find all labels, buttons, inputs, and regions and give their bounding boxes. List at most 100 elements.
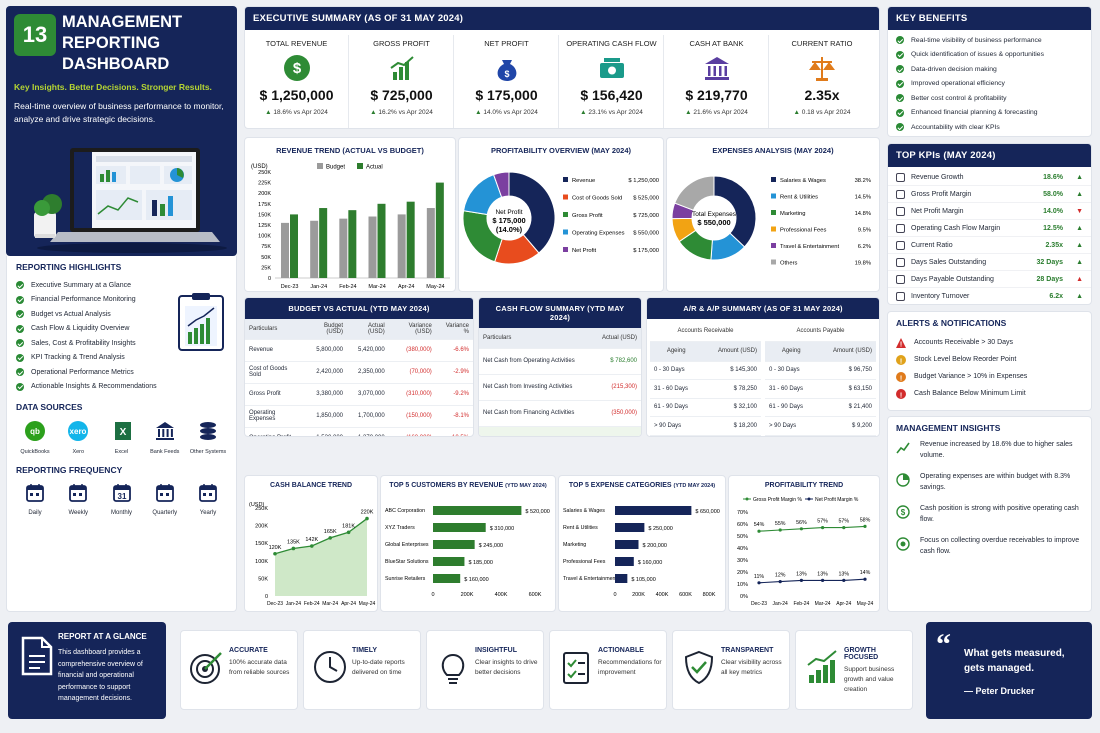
revenue-trend-card: REVENUE TREND (ACTUAL VS BUDGET) (USD) Bu… <box>244 137 456 292</box>
top-kpi-name: Current Ratio <box>911 241 953 249</box>
target-icon <box>190 652 222 684</box>
donut-slice <box>492 171 510 198</box>
check-icon <box>16 339 24 348</box>
accounts-receivable-table: Accounts Receivable Ageing Amount (USD) 0 -… <box>650 321 761 436</box>
legend-label: Net Profit Margin % <box>815 497 859 503</box>
legend-label: Cost of Goods Sold <box>572 196 622 202</box>
data-label: $ 310,000 <box>490 526 514 532</box>
alert-item[interactable]: ! Accounts Receivable > 30 Days <box>896 334 1083 351</box>
dashboard-description: Real-time overview of business performan… <box>14 101 224 124</box>
legend-label: Operating Expenses <box>572 231 625 237</box>
data-source-label: QuickBooks <box>20 449 50 455</box>
alert-text: Accounts Receivable > 30 Days <box>914 339 1014 346</box>
alert-text: Cash Balance Below Minimum Limit <box>914 390 1026 397</box>
table-row: Net Cash from Investing Activities (215,3… <box>479 374 641 401</box>
table-row: 31 - 60 Days $ 78,250 <box>650 379 761 399</box>
kpi-change: ▲ 23.1% vs Apr 2024 <box>560 109 663 116</box>
table-cell: 31 - 60 Days <box>650 379 703 399</box>
table-cell: $ 18,200 <box>702 416 761 436</box>
budget-vs-actual-table: Particulars Budget (USD) Actual (USD) Varia… <box>245 319 473 436</box>
quote-text: What gets measured, gets managed. <box>964 648 1065 674</box>
column-group-header: Accounts Receivable <box>650 321 761 342</box>
kpi-label: CASH AT BANK <box>689 39 744 48</box>
y-tick-label: 60% <box>737 522 748 528</box>
benefit-item: Better cost control & profitability <box>896 91 1083 106</box>
category-label: Sunrise Retailers <box>385 576 426 582</box>
y-tick-label: 25K <box>261 265 271 271</box>
kpi-change-text: 16.2% vs Apr 2024 <box>378 109 433 116</box>
data-point <box>757 529 761 533</box>
table-cell: $ 9,200 <box>817 416 876 436</box>
legend-label: Net Profit <box>572 248 597 254</box>
revenue-trend-title: REVENUE TREND (ACTUAL VS BUDGET) <box>276 146 424 155</box>
tagline: Key Insights. Better Decisions. Stronger… <box>14 82 212 92</box>
highlight-item: KPI Tracking & Trend Analysis <box>16 351 181 366</box>
category-label: Global Enterprises <box>385 542 429 548</box>
kpi-value: 2.35x <box>804 87 840 103</box>
alert-item[interactable]: ! Cash Balance Below Minimum Limit <box>896 385 1083 402</box>
data-label: 13% <box>796 571 807 577</box>
data-source-label: Xero <box>72 449 85 455</box>
check-icon <box>896 108 904 117</box>
highlight-text: Cash Flow & Liquidity Overview <box>31 325 130 333</box>
table-cell: 61 - 90 Days <box>765 398 818 417</box>
legend-value: 14.8% <box>855 211 871 217</box>
kpi-tile: OPERATING CASH FLOW $ 156,420 ▲ 23.1% vs A… <box>560 35 664 128</box>
legend-value: 38.2% <box>855 178 871 184</box>
feature-description: Support business growth and value creati… <box>844 666 895 693</box>
legend-label: Rent & Utilities <box>780 195 818 201</box>
up-arrow-icon: ▲ <box>370 109 379 116</box>
bar-budget <box>426 208 435 278</box>
report-clipboard-icon <box>178 293 224 351</box>
category-label: Marketing <box>563 542 586 548</box>
column-header: Amount (USD) <box>702 341 761 362</box>
top-kpi-name: Days Sales Outstanding <box>911 258 987 266</box>
table-cell: Net Cash from Investing Activities <box>479 374 594 401</box>
x-tick-label: Dec-23 <box>267 601 283 607</box>
data-label: 57% <box>817 519 828 525</box>
cash-balance-card: CASH BALANCE TREND (USD) 0 50K 100K 150K 200K… <box>244 475 378 612</box>
check-icon <box>16 368 24 377</box>
x-tick-label: Apr-24 <box>341 601 356 607</box>
y-axis-unit: (USD) <box>251 164 268 170</box>
top-kpi-row: Net Profit Margin 14.0% ▼ <box>888 203 1091 220</box>
insights-title: MANAGEMENT INSIGHTS <box>896 423 1001 433</box>
feature-item: TIMELY Up-to-date reports delivered on ti… <box>303 630 421 710</box>
y-tick-label: 20% <box>737 570 748 576</box>
x-tick-label: Dec-23 <box>281 284 299 290</box>
kpi-change-text: 23.1% vs Apr 2024 <box>588 109 643 116</box>
data-label: 13% <box>817 571 828 577</box>
table-cell: (160,000) <box>388 427 436 436</box>
top-kpi-row: Gross Profit Margin 58.0% ▲ <box>888 186 1091 203</box>
check-icon <box>896 79 904 88</box>
cash-icon <box>599 58 624 78</box>
top-customers-card: TOP 5 CUSTOMERS BY REVENUE (YTD MAY 2024… <box>380 475 556 612</box>
total-cell: $ 217,300 <box>593 426 641 436</box>
frequency-item: Daily <box>16 483 54 516</box>
x-tick-label: Jan-24 <box>286 601 302 607</box>
legend-label: Salaries & Wages <box>780 178 826 184</box>
kpi-change: ▲ 0.18 vs Apr 2024 <box>770 109 874 116</box>
legend-swatch <box>771 259 776 265</box>
donut-center-label: $ 175,000 <box>492 216 525 225</box>
quote-author: — Peter Drucker <box>964 686 1035 696</box>
budget-vs-actual-card: BUDGET VS ACTUAL (YTD MAY 2024) Particul… <box>244 297 474 437</box>
data-point <box>821 578 825 582</box>
table-cell: 5,420,000 <box>347 339 389 362</box>
up-arrow-icon: ▲ <box>685 109 694 116</box>
table-cell: Operating Expenses <box>245 405 304 428</box>
category-label: BlueStar Solutions <box>385 559 429 565</box>
bar <box>433 523 486 532</box>
column-header: Actual (USD) <box>347 319 389 340</box>
alert-item[interactable]: ! Stock Level Below Reorder Point <box>896 351 1083 368</box>
feature-description: Up-to-date reports delivered on time <box>352 659 405 676</box>
data-label: 11% <box>754 574 764 580</box>
clock-icon <box>314 651 346 683</box>
table-cell: $ 78,250 <box>702 379 761 399</box>
kpi-metric-icon <box>896 274 905 284</box>
insight-item: $ Cash position is strong with positive o… <box>896 503 1083 525</box>
database-icon <box>200 422 216 440</box>
alert-item[interactable]: ! Budget Variance > 10% in Expenses <box>896 368 1083 385</box>
frequency-title: REPORTING FREQUENCY <box>16 465 123 475</box>
x-tick-label: Feb-24 <box>793 601 809 607</box>
